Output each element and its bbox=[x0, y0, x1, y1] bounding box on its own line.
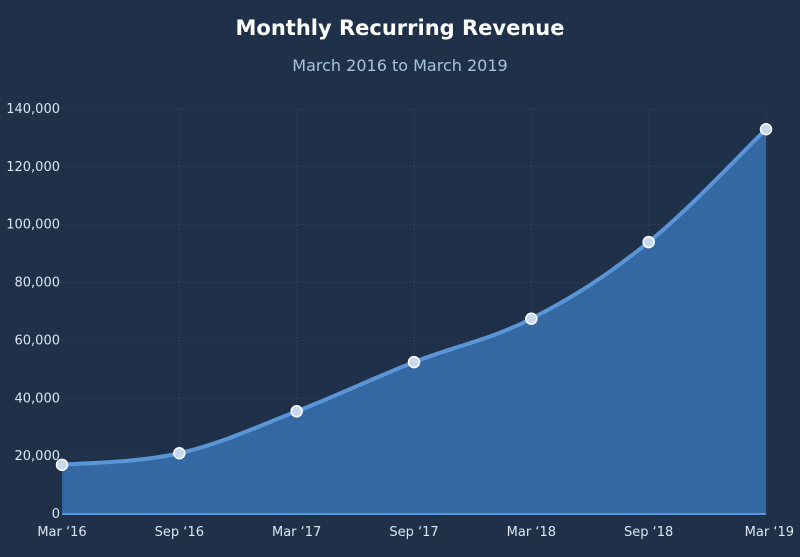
data-point[interactable] bbox=[525, 312, 538, 325]
x-tick-label: Sep ‘18 bbox=[624, 525, 673, 540]
x-tick-label: Mar ‘18 bbox=[507, 525, 556, 540]
revenue-area bbox=[62, 129, 766, 514]
data-point[interactable] bbox=[55, 458, 69, 472]
x-tick-label: Sep ‘17 bbox=[389, 525, 438, 540]
data-point[interactable] bbox=[173, 447, 186, 460]
chart-subtitle: March 2016 to March 2019 bbox=[292, 56, 508, 75]
y-tick-label: 20,000 bbox=[15, 449, 61, 464]
y-tick-label: 120,000 bbox=[6, 160, 60, 175]
data-point[interactable] bbox=[290, 405, 303, 418]
y-tick-label: 0 bbox=[52, 507, 60, 522]
x-tick-label: Mar ‘17 bbox=[272, 525, 321, 540]
y-tick-label: 40,000 bbox=[15, 391, 61, 406]
chart-title: Monthly Recurring Revenue bbox=[235, 16, 565, 40]
data-points bbox=[55, 123, 773, 472]
x-tick-label: Sep ‘16 bbox=[155, 525, 204, 540]
y-tick-label: 80,000 bbox=[15, 276, 61, 291]
data-point[interactable] bbox=[407, 355, 421, 369]
y-tick-label: 140,000 bbox=[6, 102, 60, 117]
x-axis-labels: Mar ‘16 Sep ‘16 Mar ‘17 Sep ‘17 Mar ‘18 Sep ‘… bbox=[37, 525, 794, 540]
y-tick-label: 100,000 bbox=[6, 218, 60, 233]
y-tick-label: 60,000 bbox=[15, 333, 61, 348]
x-tick-label: Mar ‘16 bbox=[37, 525, 86, 540]
data-point[interactable] bbox=[642, 235, 655, 249]
x-tick-label: Mar ‘19 bbox=[745, 525, 794, 540]
y-axis-labels: 0 20,000 40,000 60,000 80,000 100,000 120,000 1… bbox=[6, 102, 60, 522]
data-point[interactable] bbox=[759, 123, 773, 136]
